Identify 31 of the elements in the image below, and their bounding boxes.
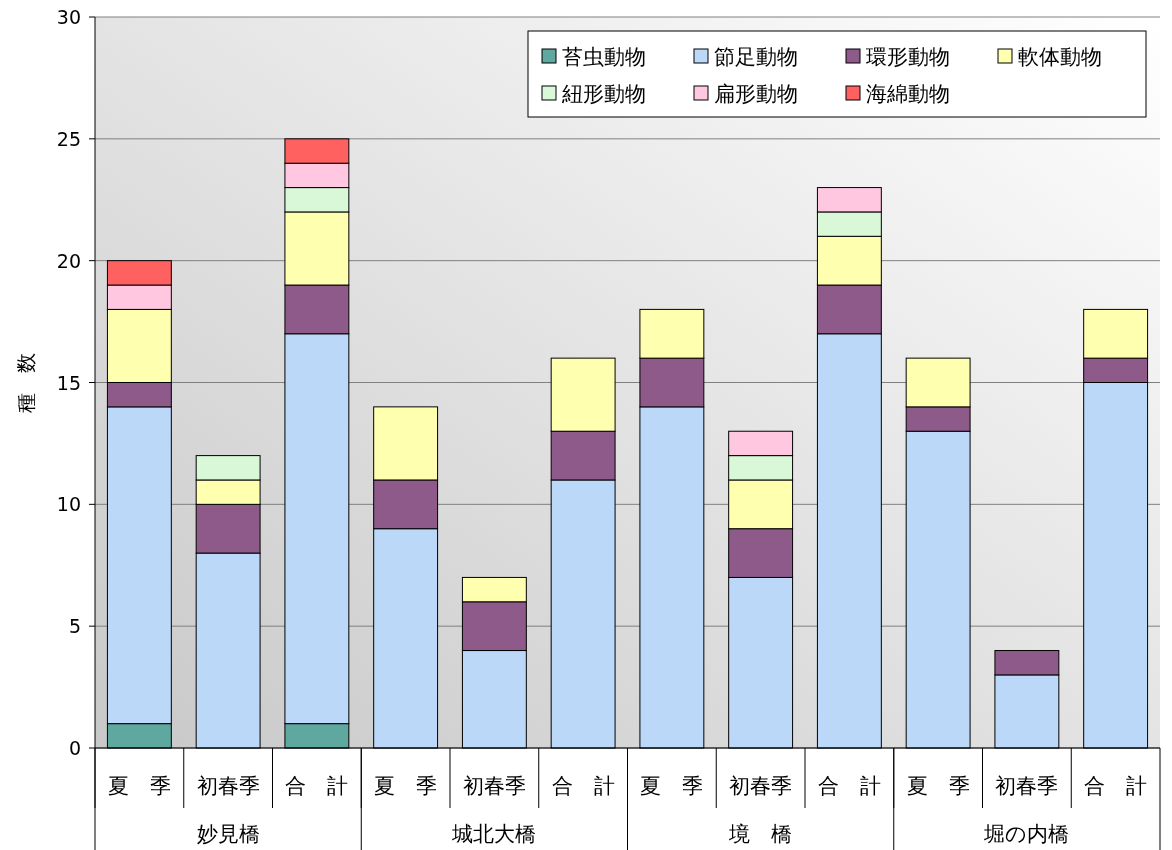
text: 城北大橋 xyxy=(451,822,537,846)
legend-label: 苔虫動物 xyxy=(562,45,646,69)
legend-label: 軟体動物 xyxy=(1018,45,1102,69)
legend-label: 紐形動物 xyxy=(561,82,646,106)
x-tick-label: 合 計 xyxy=(817,774,881,798)
legend-label: 扁形動物 xyxy=(714,82,798,106)
x-tick-label: 合 計 xyxy=(285,774,349,798)
x-tick-label: 夏 季 xyxy=(374,774,438,798)
legend-label: 海綿動物 xyxy=(866,82,950,106)
x-tick-label: 夏 季 xyxy=(107,774,171,798)
y-tick-label: 15 xyxy=(56,371,81,394)
x-tick-label: 初春季 xyxy=(196,774,260,798)
x-tick-label: 合 計 xyxy=(1084,774,1148,798)
x-tick-label: 夏 季 xyxy=(906,774,970,798)
x-tick-label: 夏 季 xyxy=(640,774,704,798)
y-axis-title: 種 数 xyxy=(14,352,38,413)
x-tick-label: 合 計 xyxy=(551,774,615,798)
text: 境 橋 xyxy=(728,822,793,846)
y-tick-label: 25 xyxy=(56,127,81,150)
x-tick-label: 初春季 xyxy=(995,774,1059,798)
legend-label: 環形動物 xyxy=(866,45,950,69)
x-tick-label: 初春季 xyxy=(462,774,526,798)
x-tick-label: 初春季 xyxy=(729,774,793,798)
y-tick-label: 30 xyxy=(56,6,81,28)
legend-label: 節足動物 xyxy=(714,45,798,69)
y-tick-label: 5 xyxy=(68,615,81,638)
y-tick-label: 10 xyxy=(56,493,81,516)
y-tick-label: 20 xyxy=(56,249,81,272)
y-tick-label: 0 xyxy=(68,737,81,759)
text: 堀の内橋 xyxy=(983,822,1070,846)
text: 妙見橋 xyxy=(196,822,260,846)
